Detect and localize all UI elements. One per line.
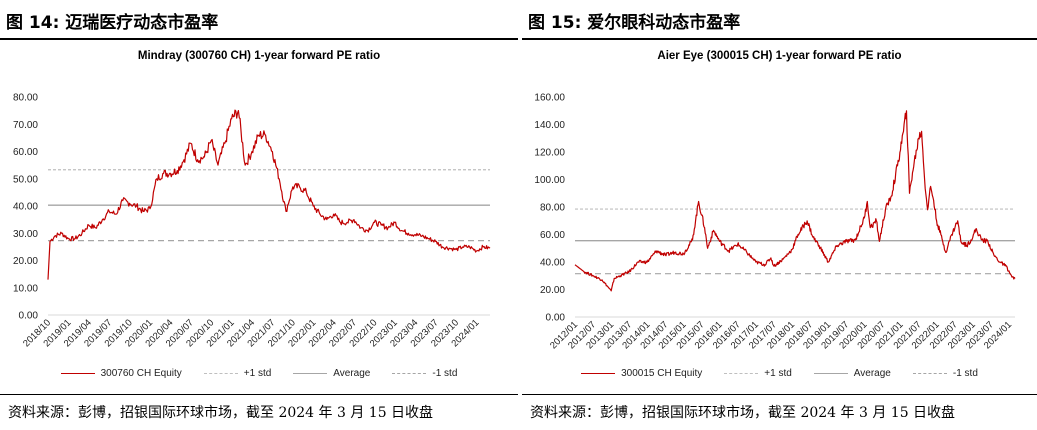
y-tick-label: 20.00 — [540, 285, 565, 296]
legend: 300015 CH Equity +1 std Average -1 std — [522, 368, 1037, 379]
title-rule — [0, 38, 518, 40]
title-rule — [522, 38, 1037, 40]
y-tick-label: 100.00 — [534, 175, 565, 186]
legend-series: 300760 CH Equity — [60, 368, 182, 379]
legend-plus-std: +1 std — [203, 368, 271, 379]
y-tick-label: 40.00 — [13, 202, 38, 213]
source-note: 资料来源：彭博，招银国际环球市场，截至 2024 年 3 月 15 日收盘 — [8, 405, 434, 421]
y-tick-label: 0.00 — [19, 311, 39, 322]
panel-aier: 图 15: 爱尔眼科动态市盈率 Aier Eye (300015 CH) 1-y… — [522, 0, 1037, 430]
y-tick-label: 120.00 — [534, 148, 565, 159]
chart-title: Mindray (300760 CH) 1-year forward PE ra… — [137, 50, 381, 62]
y-tick-label: 60.00 — [540, 230, 565, 241]
y-tick-label: 20.00 — [13, 256, 38, 267]
chart-title: Aier Eye (300015 CH) 1-year forward PE r… — [657, 50, 902, 62]
legend-series: 300015 CH Equity — [581, 368, 702, 379]
footer-rule — [0, 394, 518, 395]
legend-minus-std: -1 std — [392, 368, 457, 379]
y-tick-label: 70.00 — [13, 120, 38, 131]
figure-title: 图 15: 爱尔眼科动态市盈率 — [528, 13, 741, 33]
y-tick-label: 160.00 — [534, 93, 565, 104]
panel-mindray: 图 14: 迈瑞医疗动态市盈率 Mindray (300760 CH) 1-ye… — [0, 0, 518, 430]
footer-rule — [522, 394, 1037, 395]
series-line — [574, 110, 1016, 292]
y-tick-label: 80.00 — [13, 93, 38, 104]
y-tick-label: 10.00 — [13, 283, 38, 294]
y-tick-label: 30.00 — [13, 229, 38, 240]
chart-aier: 0.00 20.00 40.00 60.00 80.00 100.00 120.00 140.… — [534, 93, 1016, 351]
series-line — [47, 109, 491, 280]
y-tick-label: 50.00 — [13, 174, 38, 185]
y-tick-label: 140.00 — [534, 120, 565, 131]
source-note: 资料来源：彭博，招银国际环球市场，截至 2024 年 3 月 15 日收盘 — [530, 405, 956, 421]
legend-plus-std: +1 std — [724, 368, 792, 379]
legend-average: Average — [293, 368, 370, 379]
legend: 300760 CH Equity +1 std Average -1 std — [0, 368, 518, 379]
legend-minus-std: -1 std — [912, 368, 978, 379]
y-tick-label: 80.00 — [540, 203, 565, 214]
chart-mindray: 0.00 10.00 20.00 30.00 40.00 50.00 60.00 70.00 8… — [13, 93, 491, 349]
y-tick-label: 40.00 — [540, 258, 565, 269]
y-tick-label: 60.00 — [13, 147, 38, 158]
figure-title: 图 14: 迈瑞医疗动态市盈率 — [6, 13, 219, 33]
y-tick-label: 0.00 — [546, 313, 566, 324]
legend-average: Average — [813, 368, 891, 379]
